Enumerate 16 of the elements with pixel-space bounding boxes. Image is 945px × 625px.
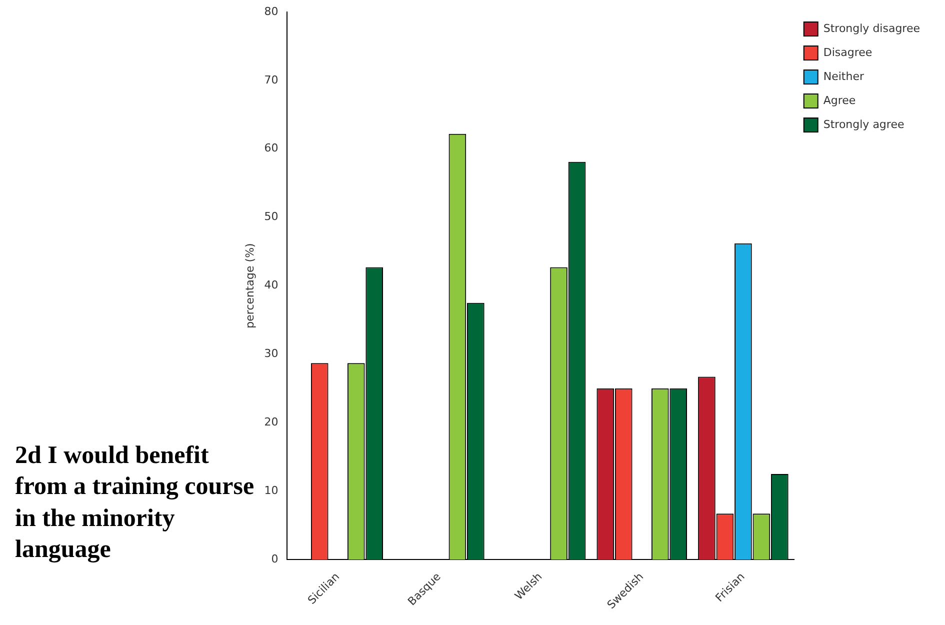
legend-label: Disagree <box>823 46 872 59</box>
text: 2d I would benefit from a training course in the minority language <box>15 441 255 565</box>
y-axis-title: percentage (%) <box>243 243 256 328</box>
legend-label: Agree <box>823 94 856 107</box>
y-tick-label: 80 <box>264 4 278 18</box>
y-tick-label: 70 <box>264 73 278 86</box>
y-tick-label: 10 <box>264 484 278 497</box>
y-tick-label: 40 <box>264 278 278 292</box>
legend-label: Strongly disagree <box>823 22 920 35</box>
y-tick-label: 50 <box>264 210 278 224</box>
y-tick-label: 60 <box>264 142 278 155</box>
y-tick-label: 30 <box>264 347 278 360</box>
legend-label: Strongly agree <box>823 118 904 131</box>
legend-label: Neither <box>823 70 864 83</box>
y-tick-label: 0 <box>271 552 278 566</box>
y-tick-label: 20 <box>264 415 278 428</box>
